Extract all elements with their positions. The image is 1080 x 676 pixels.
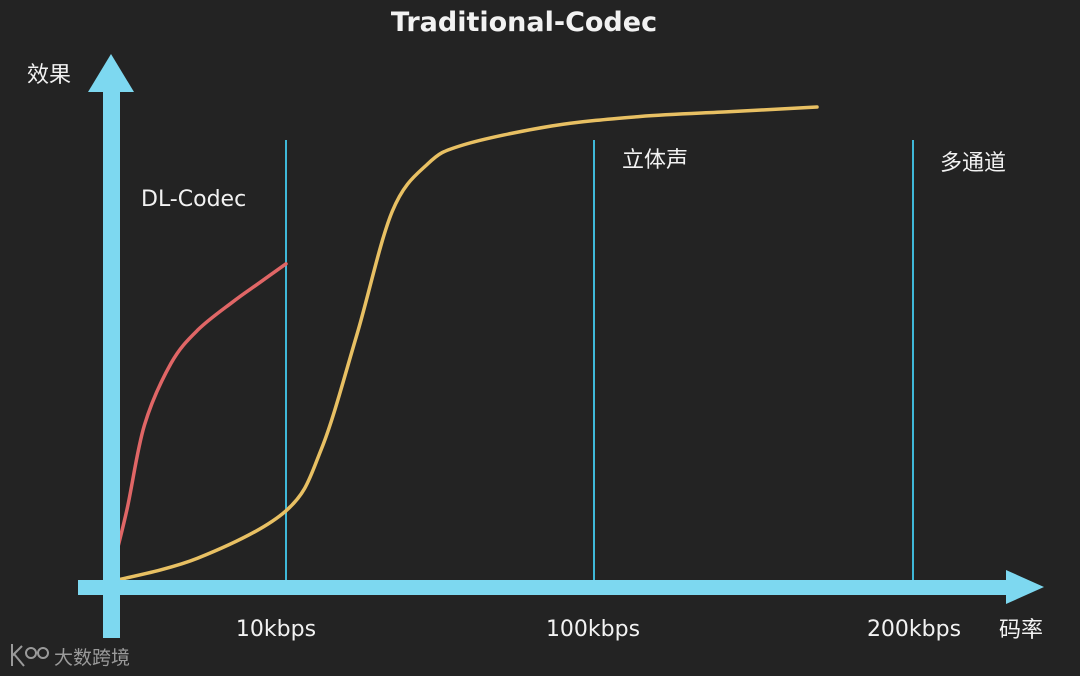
watermark-text: 大数跨境 (54, 647, 130, 669)
x-tick-label-200kbps: 200kbps (867, 617, 961, 642)
watermark: 大数跨境 (11, 644, 130, 669)
region-label-multichannel: 多通道 (940, 151, 1006, 176)
x-axis (78, 580, 1010, 595)
region-label-dl-codec: DL-Codec (141, 187, 246, 212)
chart-title: Traditional-Codec (391, 7, 657, 38)
x-tick-label-100kbps: 100kbps (546, 617, 640, 642)
x-axis-arrow (1006, 570, 1044, 604)
watermark-logo-icon (11, 644, 49, 667)
y-axis-arrow (88, 54, 134, 92)
series-layer (107, 105, 819, 584)
y-axis (103, 90, 120, 638)
x-tick-label-10kbps: 10kbps (236, 617, 316, 642)
region-label-stereo: 立体声 (622, 148, 688, 173)
x-axis-label: 码率 (999, 618, 1043, 643)
series-line-dl-codec (107, 262, 288, 584)
y-axis-label: 效果 (27, 63, 71, 88)
series-line-traditional-codec (107, 105, 819, 584)
